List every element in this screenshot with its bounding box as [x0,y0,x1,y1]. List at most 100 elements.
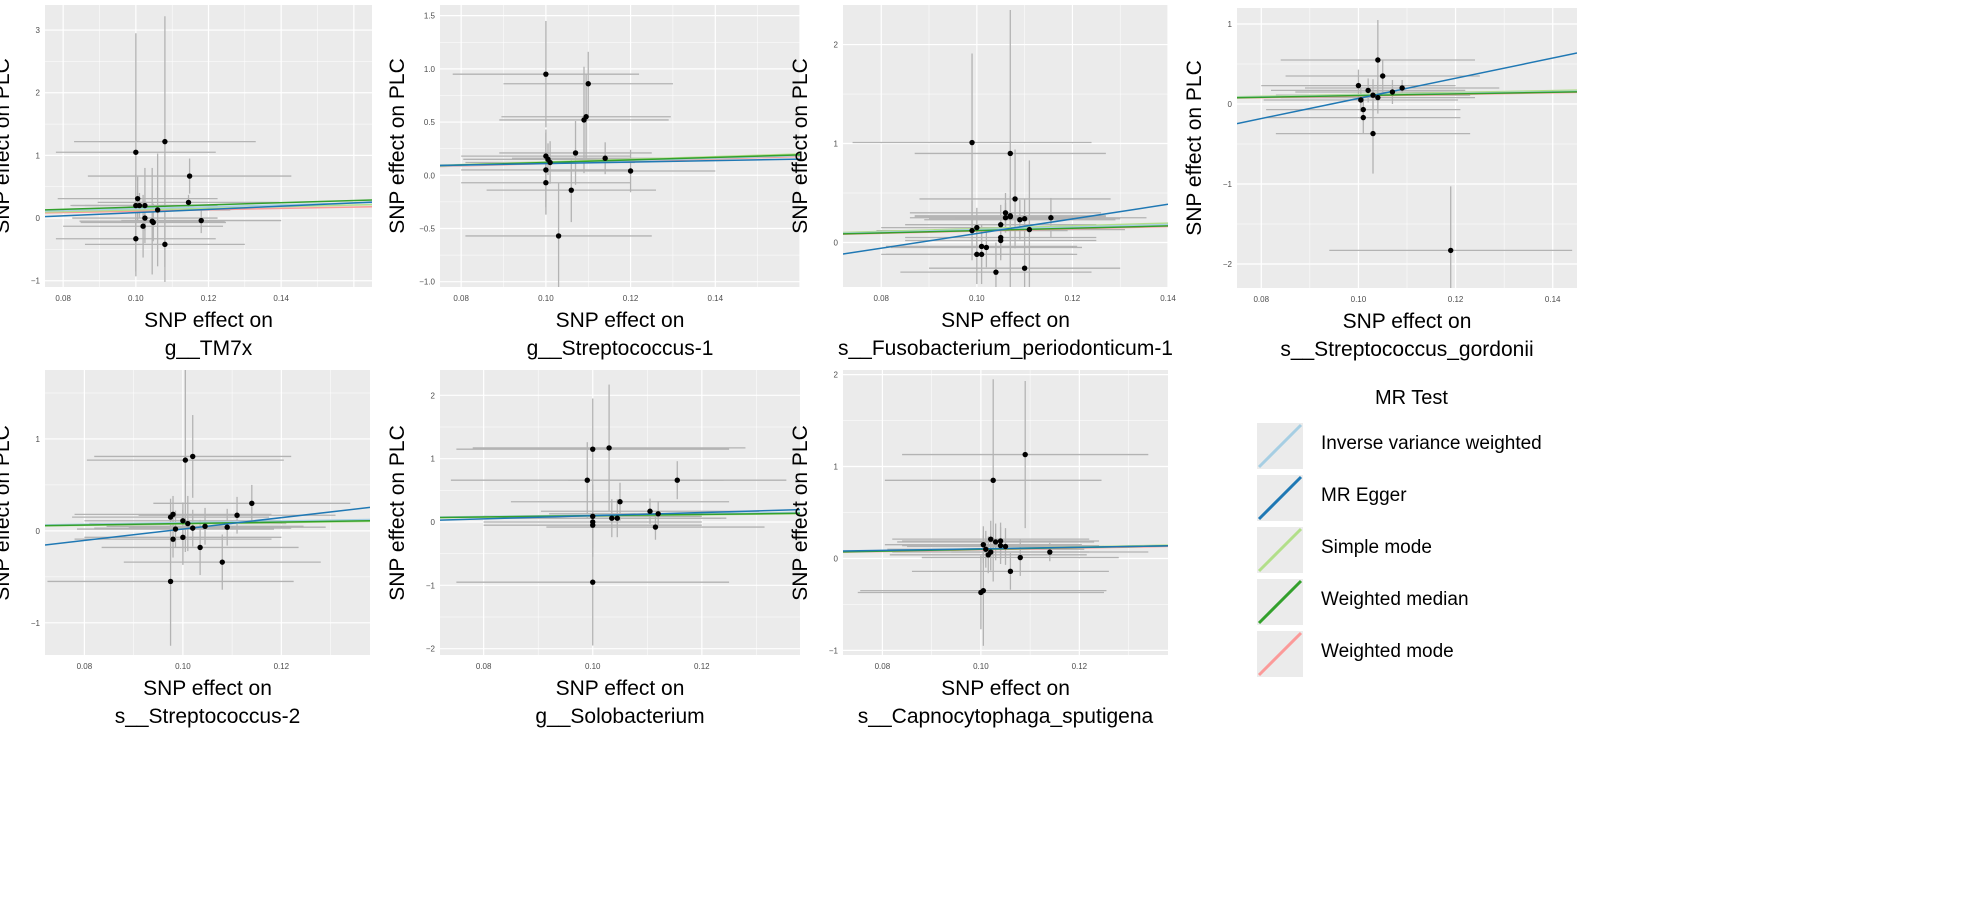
x-axis-title: SNP effect on g__Solobacterium [400,675,840,731]
y-tick-label: 2 [834,41,839,50]
legend-key [1257,475,1303,521]
data-point [998,221,1004,228]
x-axis-title: SNP effect on s__Fusobacterium_periodonti… [803,307,1208,363]
legend-key [1257,631,1303,677]
data-point [647,508,653,514]
x-tick-label: 0.08 [476,662,492,671]
x-axis-title: SNP effect on s__Capnocytophaga_sputigena [803,675,1208,731]
data-point [170,511,176,518]
data-point [590,579,596,585]
data-point [1021,216,1028,222]
scatter-panel: 0.08 0.10 0.12 0.14 −1.0 −0.5 0.0 0.5 1.0 1.5 SNP … [386,5,800,360]
x-tick-label: 0.10 [585,662,601,671]
data-point [983,244,990,251]
x-axis-title-line: SNP effect on [143,677,272,700]
data-point [182,457,189,463]
line-simple-mode [45,203,372,213]
x-tick-label: 0.14 [1545,295,1561,304]
y-tick-label: 0 [1228,100,1233,109]
scatter-panel: 0.08 0.10 0.12 0.14 −2 −1 0 1 SNP effect on PLC S… [1183,8,1577,361]
y-tick-label: −1 [829,646,839,655]
y-tick-label: 1 [36,435,41,444]
x-tick-label: 0.10 [128,294,144,303]
line-egger [440,508,800,521]
data-point [1448,247,1454,254]
x-axis-title-line: SNP effect on [941,309,1070,332]
y-tick-label: 2 [834,371,839,380]
data-point [198,217,204,224]
data-point [980,587,987,594]
legend-key [1257,579,1303,625]
data-point [1380,73,1386,79]
y-tick-label: 0 [834,554,839,563]
data-point [969,139,975,146]
data-point [185,520,191,527]
data-point [142,202,148,209]
data-point [1017,554,1023,561]
x-axis-title-line: SNP effect on [1342,310,1472,333]
data-point [1358,97,1364,103]
x-tick-label: 0.12 [1448,295,1464,304]
legend-item-weighted-mode: Weighted mode [1257,631,1577,683]
plot-area: 0.08 0.10 0.12 0.14 −1 0 1 2 3 [31,5,372,303]
plot-area: 0.08 0.10 0.12 0.14 −2 −1 0 1 [1223,8,1577,304]
plot-area: 0.08 0.10 0.12 −2 −1 0 1 2 [426,370,800,671]
data-point [1048,215,1054,221]
data-point [190,453,196,460]
data-point [988,536,994,542]
x-tick-label: 0.12 [1072,662,1088,671]
y-tick-label: 1.0 [424,65,436,74]
y-tick-label: 1 [431,455,436,464]
x-tick-label: 0.10 [973,662,989,671]
data-point [1007,213,1013,219]
legend-label: Weighted mode [1321,641,1454,662]
data-point [1026,226,1033,233]
data-point [180,534,186,541]
x-axis-title-line: s__Capnocytophaga_sputigena [857,705,1154,728]
data-point [572,150,579,156]
data-point [617,499,623,505]
data-point [1007,568,1014,575]
x-tick-label: 0.10 [1351,295,1367,304]
data-point [1370,130,1376,137]
line-egger [440,158,800,167]
data-point [543,71,549,77]
x-tick-label: 0.10 [175,662,191,671]
legend-label: Inverse variance weighted [1321,433,1542,454]
data-point [1021,265,1028,271]
plot-area: 0.08 0.10 0.12 −1 0 1 [31,370,370,671]
legend-label: Simple mode [1321,537,1432,558]
data-point [142,215,148,221]
panel-background [45,370,370,655]
data-point [1355,82,1362,89]
data-point [133,149,139,155]
legend-item-weighted-median: Weighted median [1257,579,1577,631]
data-point [1375,57,1381,63]
data-point [974,224,980,231]
x-tick-label: 0.12 [201,294,217,303]
data-point [590,519,596,525]
legend: MR Test Inverse variance weighted MR Egge… [1245,385,1577,677]
data-point [655,511,661,517]
y-tick-label: 0 [36,214,41,223]
legend-key [1257,423,1303,469]
legend-label: MR Egger [1321,485,1407,506]
x-tick-label: 0.08 [875,662,891,671]
y-axis-title: SNP effect on PLC [789,58,812,234]
y-axis-title: SNP effect on PLC [386,58,409,234]
x-tick-label: 0.10 [969,294,985,303]
x-tick-label: 0.12 [694,662,710,671]
data-point [614,515,620,521]
data-point [170,536,176,542]
y-tick-label: 1 [834,463,839,472]
data-point [997,538,1004,544]
y-tick-label: 1 [834,140,839,149]
data-point [1012,196,1018,202]
data-point [584,477,590,483]
data-point [202,523,208,529]
data-point [583,114,589,120]
y-tick-label: 1 [36,151,41,160]
data-point [606,445,612,451]
data-point [590,513,596,519]
